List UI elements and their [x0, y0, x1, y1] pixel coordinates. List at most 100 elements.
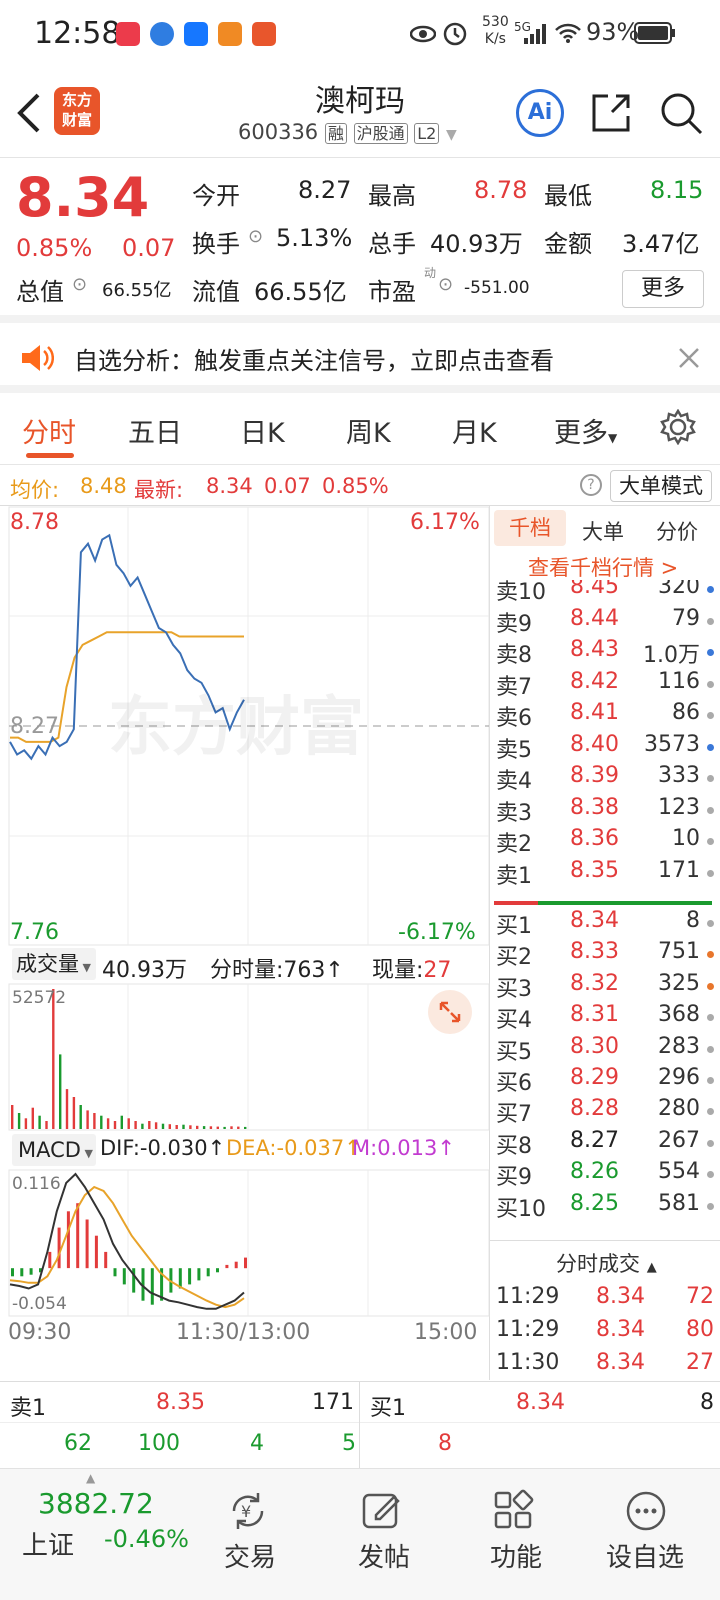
volume-indicator-dropdown[interactable]: 成交量 ▼: [12, 948, 96, 980]
info-icon[interactable]: ⊙: [438, 274, 454, 295]
ask-volume: 1.0万: [643, 643, 700, 668]
ask-volume: 86: [672, 700, 700, 725]
macd-histogram-bar: [225, 1264, 229, 1269]
bid-row[interactable]: 买10 8.25 581: [490, 1191, 720, 1223]
tab-daily-k[interactable]: 日K: [240, 418, 285, 449]
ask-level: 卖2: [496, 832, 532, 857]
ask-volume: 320: [658, 580, 700, 599]
order-dot-icon: [707, 680, 714, 688]
tab-big-order[interactable]: 大单: [582, 520, 624, 544]
bid-row[interactable]: 买4 8.31 368: [490, 1002, 720, 1034]
big-order-mode-button[interactable]: 大单模式: [610, 470, 712, 502]
volume-bar: [52, 989, 55, 1129]
settings-gear-icon[interactable]: [660, 409, 696, 445]
bid-price: 8.33: [570, 939, 619, 965]
info-icon[interactable]: ⊙: [248, 226, 264, 247]
bid-volume: 368: [658, 1002, 700, 1028]
macd-indicator-dropdown[interactable]: MACD ▼: [12, 1134, 96, 1166]
index-ticker[interactable]: ▲ 3882.72 上证 -0.46%: [0, 1469, 189, 1600]
ask-row[interactable]: 卖3 8.38 123: [490, 795, 720, 827]
volume-bar: [161, 1123, 165, 1129]
volume-bar: [237, 1126, 240, 1129]
tab-more[interactable]: 更多▼: [554, 418, 618, 449]
macd-histogram-bar: [85, 1219, 89, 1269]
search-icon[interactable]: [660, 92, 704, 136]
battery-percent: 93%: [586, 18, 640, 46]
ask-price: 8.44: [570, 605, 619, 631]
ask-row[interactable]: 卖4 8.39 333: [490, 763, 720, 795]
nav-post[interactable]: 发帖: [334, 1469, 444, 1600]
info-icon[interactable]: ⊙: [72, 274, 88, 295]
ask-level: 卖9: [496, 611, 532, 637]
more-button[interactable]: 更多: [622, 270, 704, 308]
chart-canvas[interactable]: [8, 506, 490, 1380]
view-thousand-level-link[interactable]: 查看千档行情 >: [528, 556, 679, 580]
expand-chart-button[interactable]: [428, 990, 472, 1034]
bid-row[interactable]: 买7 8.28 280: [490, 1096, 720, 1128]
ai-assistant-button[interactable]: Ai: [516, 89, 564, 137]
ticks-title[interactable]: 分时成交 ▲: [556, 1252, 657, 1276]
ask-row[interactable]: 卖8 8.43 1.0万: [490, 637, 720, 669]
dif-line: [9, 1172, 245, 1310]
bid-row[interactable]: 买5 8.30 283: [490, 1034, 720, 1066]
share-icon[interactable]: [590, 92, 632, 134]
tab-five-day[interactable]: 五日: [128, 418, 182, 449]
m-value: M:0.013↑: [352, 1136, 455, 1160]
ask-price: 8.42: [570, 668, 619, 694]
tab-monthly-k[interactable]: 月K: [452, 418, 497, 449]
volume-bar: [223, 1126, 226, 1129]
buy1-label: 买1: [370, 1396, 406, 1421]
bid-volume: 325: [658, 970, 700, 996]
caret-up-icon: ▲: [86, 1471, 96, 1485]
tab-intraday[interactable]: 分时: [22, 418, 76, 449]
ask-row[interactable]: 卖5 8.40 3573: [490, 732, 720, 764]
volume-bar: [31, 1107, 34, 1129]
ask-bid-divider-green: [538, 901, 712, 905]
nav-functions[interactable]: 功能: [466, 1469, 576, 1600]
close-icon[interactable]: [678, 347, 700, 369]
ask-price: 8.43: [570, 637, 619, 662]
bid-row[interactable]: 买1 8.34 8: [490, 908, 720, 940]
tab-weekly-k[interactable]: 周K: [346, 418, 391, 449]
nav-add-watchlist[interactable]: 设自选: [598, 1469, 716, 1600]
bid-row[interactable]: 买9 8.26 554: [490, 1159, 720, 1191]
avg-price-line: [10, 631, 244, 743]
ask-row[interactable]: 卖2 8.36 10: [490, 826, 720, 858]
ask-row[interactable]: 卖1 8.35 171: [490, 858, 720, 890]
alert-banner[interactable]: 自选分析：触发重点关注信号，立即点击查看: [0, 323, 720, 393]
level1-quote-strip: 卖1 8.35 171 买1 8.34 8: [0, 1381, 720, 1470]
macd-histogram-bar: [188, 1268, 192, 1285]
order-dot-icon: [707, 1045, 714, 1053]
stock-header: 东方 财富 澳柯玛 600336 融 沪股通 L2 ▼ Ai: [0, 70, 720, 158]
tab-thousand-level[interactable]: 千档: [494, 510, 566, 546]
help-icon[interactable]: ?: [580, 474, 602, 496]
bid-level: 买9: [496, 1165, 532, 1191]
bid-price: 8.30: [570, 1033, 619, 1059]
dif-value: DIF:-0.030↑: [100, 1136, 226, 1160]
current-volume: 现量:27: [372, 958, 452, 983]
nav-trade[interactable]: ¥ 交易: [200, 1469, 310, 1600]
ask-row[interactable]: 卖7 8.42 116: [490, 669, 720, 701]
dropdown-caret-icon[interactable]: ▼: [446, 127, 457, 143]
tab-price-split[interactable]: 分价: [656, 520, 698, 544]
bid-volume: 8: [686, 908, 700, 933]
macd-histogram-bar: [48, 1251, 52, 1269]
order-dot-icon: [707, 712, 714, 719]
ask-row[interactable]: 卖10 8.45 320: [490, 580, 720, 606]
macd-histogram-bar: [244, 1257, 247, 1269]
bid-row[interactable]: 买2 8.33 751: [490, 939, 720, 971]
macd-histogram-bar: [20, 1268, 24, 1277]
tick-price: 8.34: [596, 1284, 645, 1309]
volume-bar: [189, 1125, 192, 1129]
back-icon[interactable]: [14, 92, 42, 134]
bid-row[interactable]: 买3 8.32 325: [490, 971, 720, 1003]
bid-price: 8.26: [570, 1159, 619, 1185]
bid-row[interactable]: 买8 8.27 267: [490, 1128, 720, 1160]
bid-row[interactable]: 买6 8.29 296: [490, 1065, 720, 1097]
network-type: 5G: [514, 20, 531, 34]
ask-row[interactable]: 卖6 8.41 86: [490, 700, 720, 732]
eastmoney-logo: 东方 财富: [54, 87, 100, 135]
ask-row[interactable]: 卖9 8.44 79: [490, 606, 720, 638]
battery-icon: [634, 22, 675, 44]
pe-label: 市盈: [368, 278, 416, 306]
